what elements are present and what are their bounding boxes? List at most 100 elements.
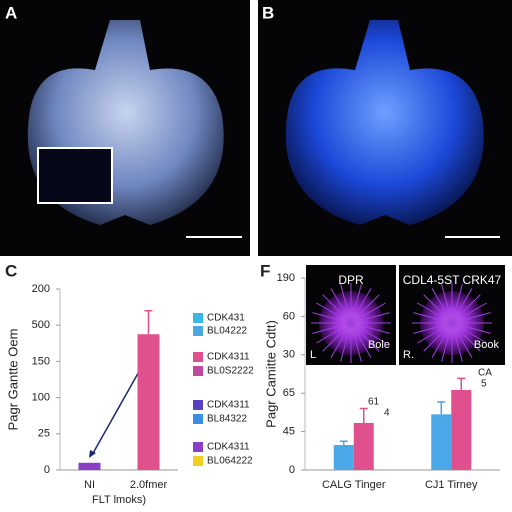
legend-label: BL0S2222	[207, 366, 254, 377]
inset-spike	[350, 322, 380, 352]
inset-spike	[451, 322, 473, 358]
inset-spike	[350, 288, 372, 324]
legend-swatch	[193, 456, 203, 466]
inset-spike	[423, 294, 453, 324]
inset-spike	[350, 322, 372, 358]
y-tick-label: 100	[32, 392, 50, 404]
legend-label: CDK431	[207, 313, 245, 324]
inset-spike	[423, 322, 453, 352]
annotation: 5	[481, 379, 487, 390]
y-tick-label: 500	[32, 319, 50, 331]
bar	[333, 445, 354, 470]
inset-caption: Book	[474, 339, 500, 351]
lung	[285, 20, 484, 225]
inset-corner: L	[310, 349, 316, 361]
legend-label: BL84322	[207, 414, 247, 425]
annotation: 4	[384, 408, 390, 419]
legend-swatch	[193, 313, 203, 323]
bar	[137, 334, 160, 470]
y-tick-label: 65	[283, 387, 295, 399]
y-tick-label: 0	[44, 464, 50, 476]
legend-swatch	[193, 400, 203, 410]
inset-spike	[316, 322, 352, 344]
inset-spike	[451, 322, 491, 334]
panel-label: A	[5, 3, 17, 22]
inset-title: CDL4-5ST CRK47	[403, 273, 502, 287]
inset-spike	[350, 312, 390, 324]
bar	[353, 422, 374, 470]
inset-spike	[431, 288, 453, 324]
inset-corner: R.	[403, 349, 414, 361]
y-tick-label: 45	[283, 426, 295, 438]
y-tick-label: 190	[277, 272, 295, 284]
y-tick-label: 150	[32, 355, 50, 367]
inset-spike	[322, 294, 352, 324]
x-tick-label: CJ1 Tirney	[425, 479, 478, 491]
panel-label: C	[5, 261, 17, 280]
inset-spike	[350, 322, 386, 344]
inset-spike	[451, 322, 481, 352]
inset-spike	[350, 302, 386, 324]
legend-swatch	[193, 366, 203, 376]
inset-caption: Bole	[368, 339, 390, 351]
inset-spike	[413, 322, 453, 334]
legend-label: CDK4311	[207, 442, 250, 453]
inset-spike	[413, 312, 453, 324]
inset-spike	[441, 322, 453, 362]
inset-spike	[451, 312, 491, 324]
legend-label: BL064222	[207, 456, 253, 467]
error-bar	[437, 401, 446, 415]
inset-spike	[451, 284, 463, 324]
error-bar	[359, 407, 368, 423]
x-tick-label: CALG Tinger	[322, 479, 386, 491]
inset-box	[37, 147, 113, 204]
inset-spike	[330, 288, 352, 324]
error-bar	[457, 377, 466, 390]
inset-spike	[330, 322, 352, 358]
inset-spike	[417, 302, 453, 324]
inset-spike	[316, 302, 352, 324]
bar	[431, 414, 452, 470]
legend-label: CDK4311	[207, 400, 250, 411]
inset-spike	[340, 284, 352, 324]
panel-label: B	[262, 3, 274, 22]
inset-title: DPR	[338, 273, 364, 287]
y-axis-label: Pagr Gantte Oem	[5, 329, 20, 431]
bar	[78, 462, 101, 470]
inset-spike	[451, 288, 473, 324]
error-bar	[144, 309, 153, 335]
inset-spike	[451, 294, 481, 324]
y-tick-label: 60	[283, 310, 295, 322]
x-tick-label: 2.0fmer	[130, 479, 168, 491]
y-tick-label: 25	[38, 428, 50, 440]
annotation: 61	[368, 397, 380, 408]
legend-label: BL04222	[207, 326, 247, 337]
y-tick-label: 30	[283, 349, 295, 361]
x-axis-label: FLT lmoks)	[92, 494, 146, 506]
inset-spike	[451, 322, 463, 362]
inset-spike	[350, 284, 362, 324]
inset-spike	[350, 322, 390, 334]
inset-spike	[417, 322, 453, 344]
inset-spike	[312, 312, 352, 324]
inset-spike	[312, 322, 352, 334]
annotation: CA	[478, 368, 492, 379]
legend-label: CDK4311	[207, 352, 250, 363]
y-axis-label: Pagr Camitte Cdtt)	[263, 320, 278, 428]
inset-spike	[350, 322, 362, 362]
legend-swatch	[193, 352, 203, 362]
inset-spike	[451, 322, 487, 344]
y-tick-label: 0	[289, 464, 295, 476]
inset-spike	[441, 284, 453, 324]
legend-swatch	[193, 326, 203, 336]
legend-swatch	[193, 442, 203, 452]
inset-spike	[451, 302, 487, 324]
inset-spike	[340, 322, 352, 362]
inset-spike	[431, 322, 453, 358]
legend-swatch	[193, 414, 203, 424]
x-tick-label: NI	[84, 479, 95, 491]
inset-spike	[350, 294, 380, 324]
y-tick-label: 200	[32, 283, 50, 295]
